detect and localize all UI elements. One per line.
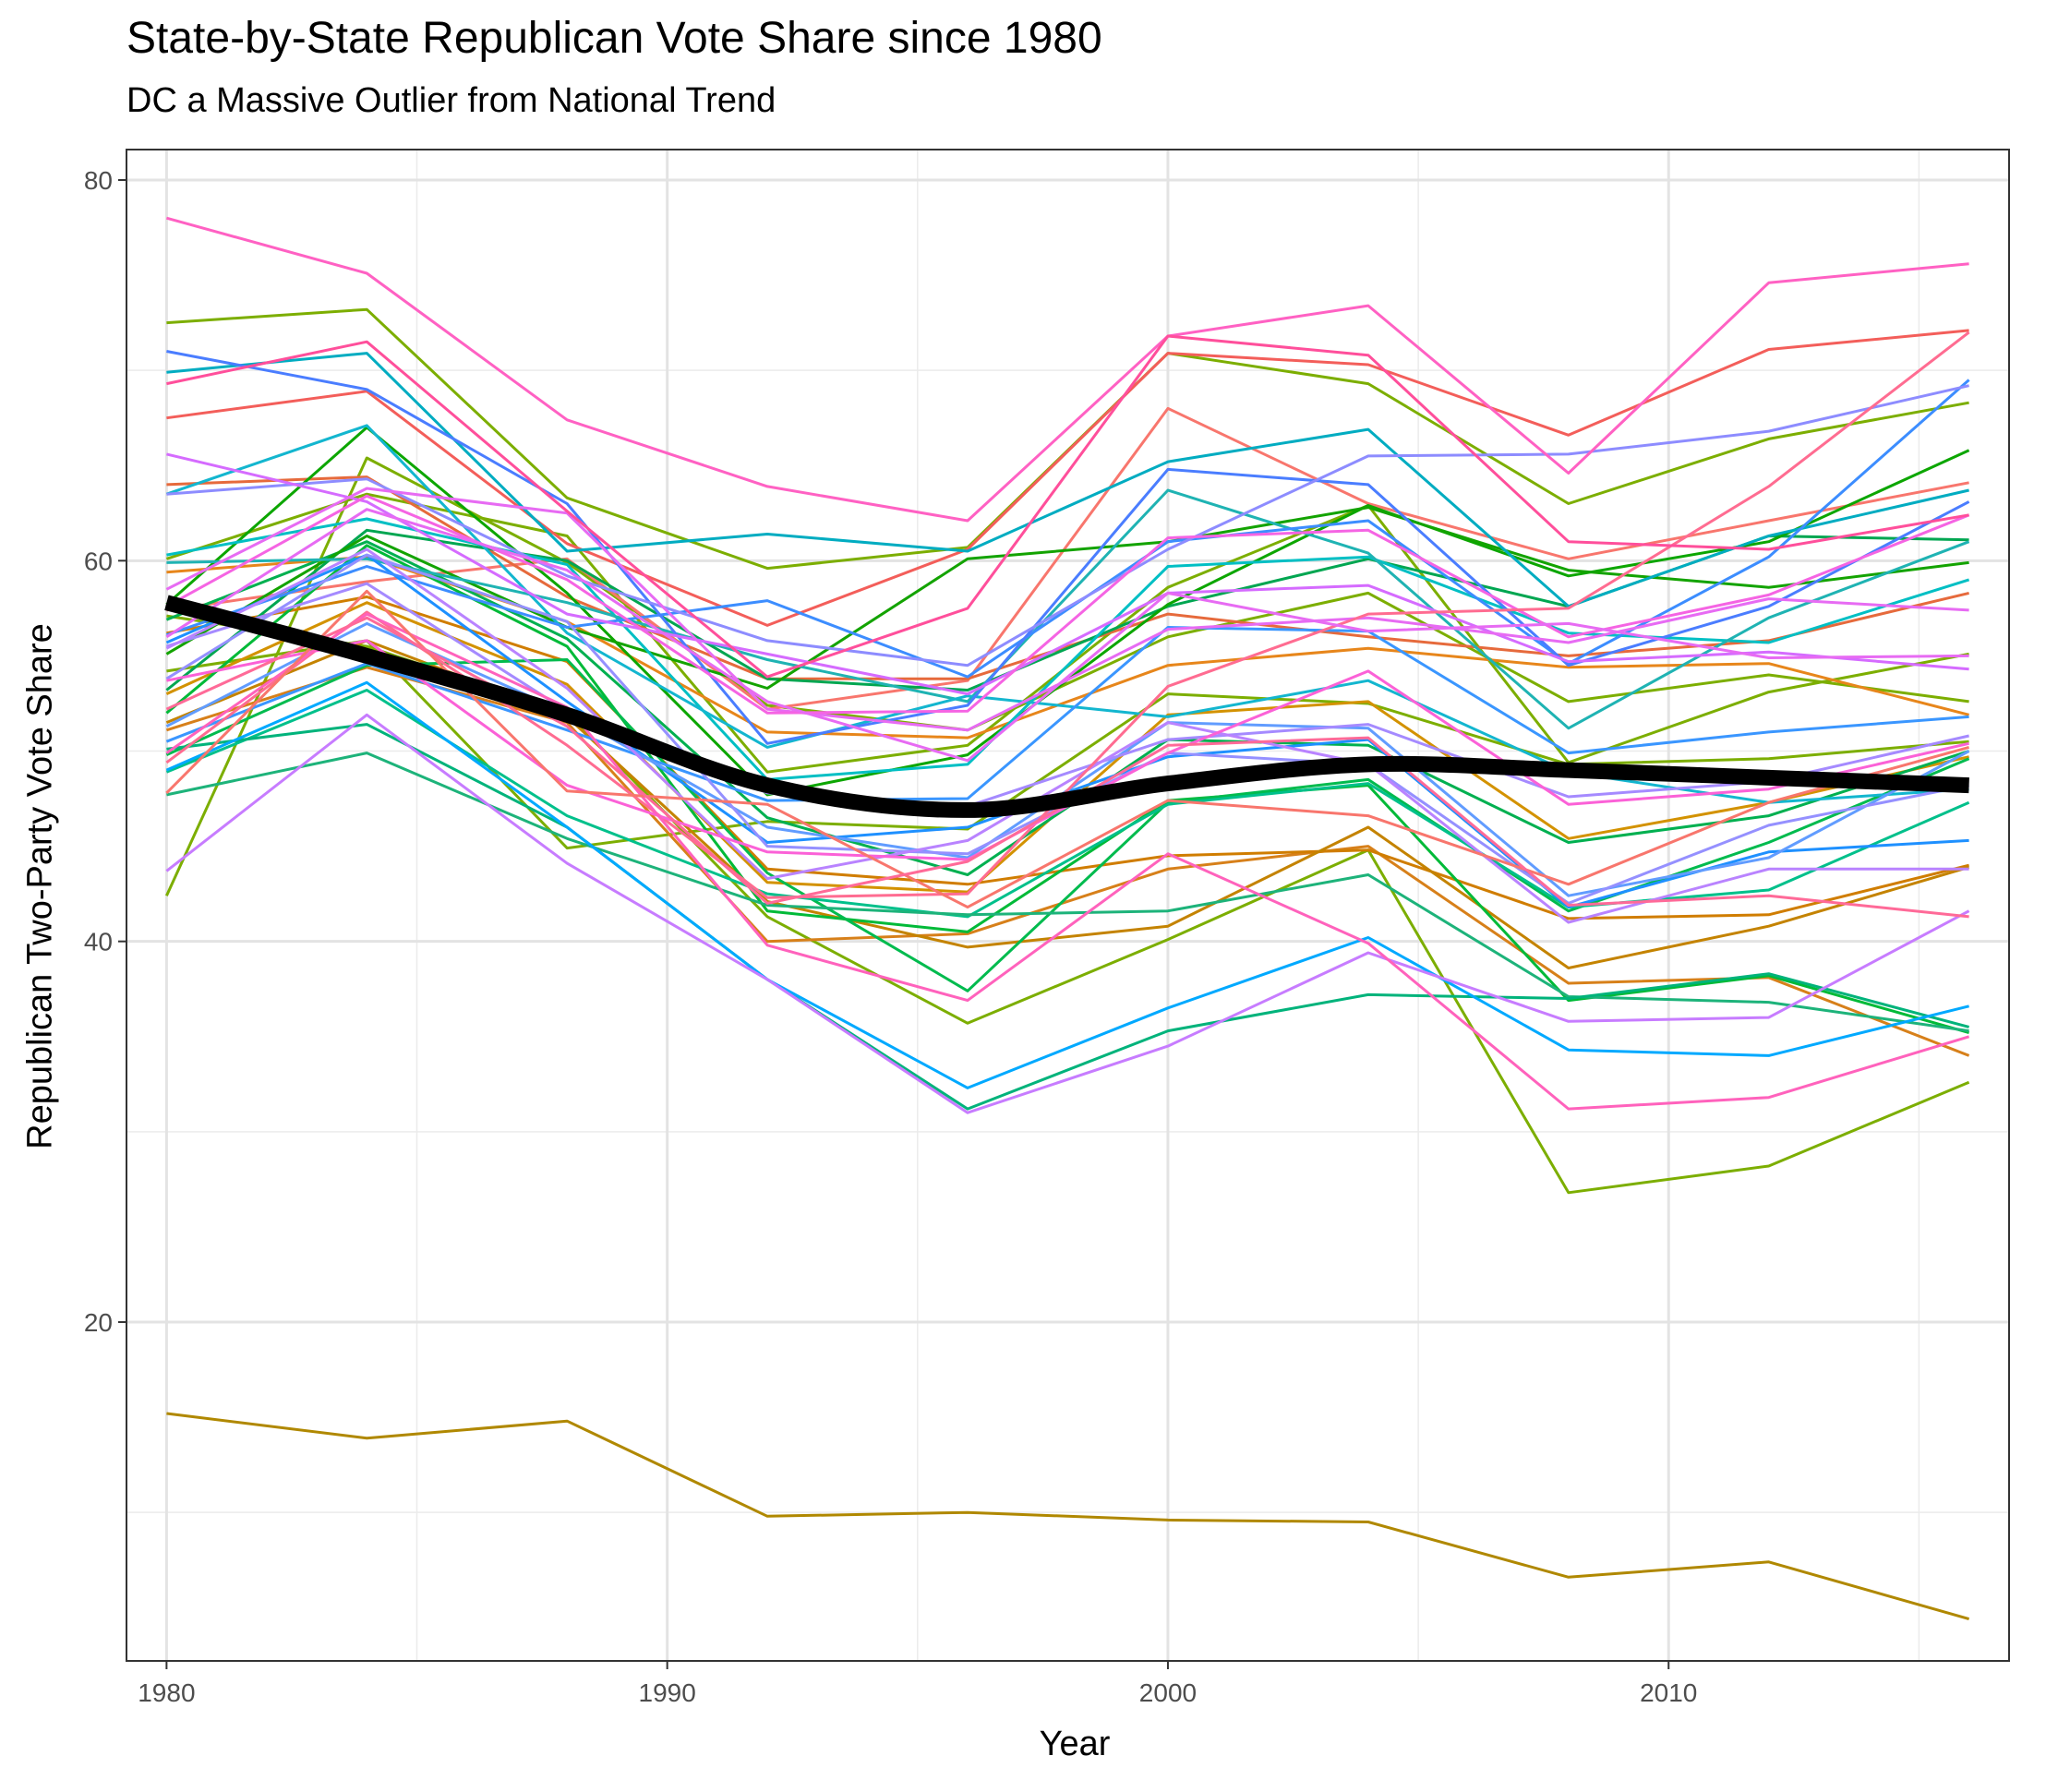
state-series-line: [166, 752, 1969, 1033]
chart-title: State-by-State Republican Vote Share sin…: [126, 14, 1102, 63]
state-series-line: [166, 406, 1969, 711]
y-tick-label: 20: [84, 1308, 113, 1337]
state-series-line: [165, 494, 1970, 715]
y-axis-title: Republican Two-Party Vote Share: [20, 623, 60, 1149]
state-series-line: [165, 379, 1970, 679]
state-series-line: [166, 639, 1969, 850]
state-series-line: [165, 424, 1969, 804]
state-series-line: [165, 713, 1970, 1114]
state-series-line: [166, 329, 1969, 627]
y-axis: 20 40 60 80: [84, 166, 126, 1337]
state-series-line: [165, 508, 1969, 763]
state-series-line: [166, 352, 1969, 608]
x-tick-label: 1980: [138, 1678, 195, 1707]
trend-line: [164, 595, 1969, 818]
state-series-line: [166, 723, 1969, 1111]
x-axis-title: Year: [1039, 1725, 1111, 1763]
state-series-line: [165, 582, 1969, 808]
state-series-line: [166, 334, 1969, 679]
x-tick-label: 2000: [1139, 1678, 1197, 1707]
state-series-line: [166, 384, 1969, 667]
state-series-line: [166, 350, 1970, 745]
x-axis: 1980 1990 2000 2010: [138, 1661, 1697, 1707]
chart-subtitle: DC a Massive Outlier from National Trend: [126, 81, 776, 120]
x-tick-label: 2010: [1640, 1678, 1697, 1707]
state-series-line: [166, 1412, 1970, 1621]
x-tick-label: 1990: [639, 1678, 696, 1707]
state-series-line: [166, 488, 1970, 730]
state-series-line: [165, 547, 1969, 924]
state-series-line: [165, 612, 1970, 1111]
y-tick-label: 80: [84, 166, 113, 195]
state-series-line: [165, 666, 1970, 1057]
state-series-line: [165, 487, 1969, 732]
state-series-line: [165, 689, 1970, 919]
state-series-line: [165, 626, 1969, 802]
state-series-line: [166, 517, 1970, 781]
y-tick-label: 40: [84, 928, 113, 956]
y-tick-label: 60: [84, 547, 113, 575]
state-series-lines: [165, 216, 1970, 1621]
state-series-line: [166, 216, 1969, 523]
state-series-line: [166, 452, 1969, 696]
state-series-line: [165, 680, 1969, 1089]
plot-border: [126, 149, 2010, 1662]
national-trend-line: [164, 595, 1969, 818]
plot-background: [126, 150, 2009, 1661]
